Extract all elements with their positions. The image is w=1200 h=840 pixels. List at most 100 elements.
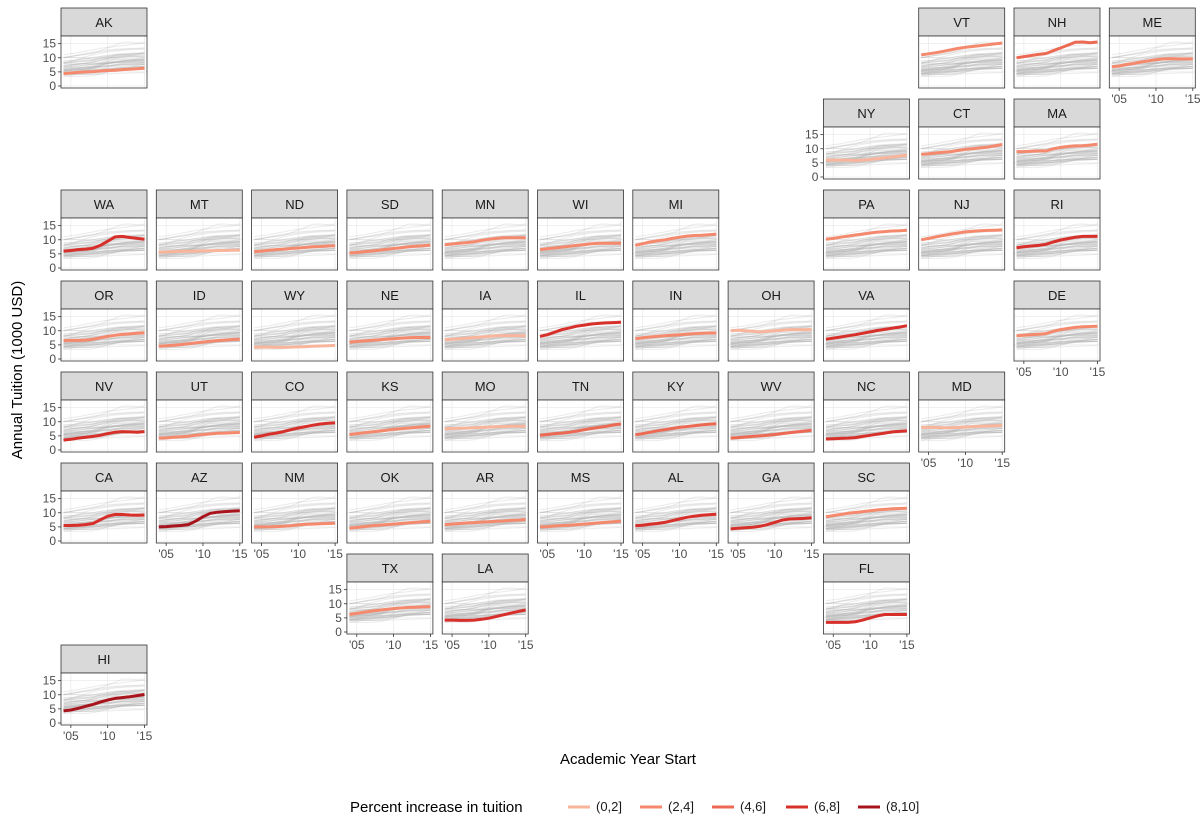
panel-mn: MN [441, 189, 529, 271]
background-line-in [921, 150, 1003, 158]
background-line-vt [635, 315, 717, 329]
background-line-al [921, 422, 1003, 436]
strip-ia [441, 280, 529, 310]
background-line-wy [63, 71, 145, 75]
background-line-wy [635, 435, 717, 439]
background-line-nj [730, 411, 812, 423]
background-line-id [539, 429, 622, 438]
series-line-mt [158, 248, 240, 254]
strip-ct [918, 98, 1006, 128]
panel-de: DE'05'10'15 [1013, 280, 1106, 379]
background-line-sc [444, 325, 526, 336]
background-line-ia [825, 335, 907, 341]
background-line-az [1016, 237, 1098, 255]
background-line-la [1016, 336, 1098, 348]
background-line-fl [349, 432, 431, 441]
strip-label-co: CO [285, 379, 305, 394]
background-line-al [444, 240, 526, 254]
background-line-il [635, 412, 717, 428]
background-line-wi [349, 333, 431, 342]
background-line-sc [921, 143, 1003, 154]
background-line-vt [921, 133, 1003, 147]
strip-wv [727, 371, 815, 401]
x-tick-label: '10 [386, 638, 402, 652]
background-line-mo [1016, 61, 1098, 66]
panel-bg [823, 309, 910, 361]
background-line-nm [63, 249, 145, 255]
strip-ma [1013, 98, 1101, 128]
background-line-ut [825, 159, 907, 166]
background-line-tn [1016, 150, 1098, 163]
background-line-id [825, 247, 907, 256]
background-line-ut [635, 432, 717, 439]
background-line-sd [158, 335, 240, 345]
background-line-sd [730, 426, 812, 436]
background-line-ky [63, 423, 145, 436]
background-line-mt [63, 249, 145, 253]
background-line-ca [921, 150, 1003, 162]
background-line-ar [63, 64, 145, 71]
background-line-in [254, 514, 336, 522]
strip-label-nd: ND [285, 197, 304, 212]
legend-item-1: (2,4] [640, 799, 694, 814]
background-line-il [539, 230, 622, 246]
background-line-ak [1111, 67, 1193, 75]
background-line-nj [254, 502, 336, 514]
background-line-hi [349, 421, 431, 439]
strip-label-pa: PA [858, 197, 875, 212]
panel-bg [1014, 218, 1100, 270]
background-line-co [1016, 58, 1098, 74]
background-line-ia [921, 153, 1003, 159]
background-line-ny [63, 336, 145, 344]
background-line-mo [158, 425, 240, 430]
background-line-ny [921, 427, 1003, 435]
background-line-mt [539, 249, 621, 253]
strip-ok [346, 462, 434, 492]
background-line-or [730, 423, 812, 433]
background-line-nv [635, 431, 717, 441]
background-line-co [63, 240, 145, 256]
background-line-il [349, 412, 431, 428]
background-line-ri [349, 326, 431, 340]
background-line-wi [349, 515, 431, 524]
strip-az [155, 462, 243, 492]
strip-mn [441, 189, 529, 219]
background-line-ri [254, 326, 336, 340]
background-line-az [539, 328, 622, 346]
background-line-az [1016, 55, 1098, 73]
background-line-mn [158, 419, 240, 428]
background-line-mn [635, 419, 717, 428]
background-line-co [921, 149, 1003, 165]
background-line-wy [349, 526, 431, 530]
background-line-la [730, 336, 812, 348]
background-line-or [63, 423, 145, 433]
background-line-de [349, 234, 431, 246]
background-line-ma [254, 325, 336, 335]
background-line-sd [254, 517, 336, 527]
background-line-ks [825, 425, 907, 435]
background-line-ia [349, 244, 431, 250]
background-line-la [444, 336, 526, 348]
x-tick-label: '05 [921, 456, 937, 470]
background-line-il [825, 139, 907, 155]
background-line-ne [1111, 64, 1193, 70]
background-line-al [444, 422, 526, 436]
background-line-me [1016, 58, 1098, 68]
background-line-ok [444, 429, 526, 438]
background-line-ak [63, 522, 145, 530]
background-line-hi [158, 239, 240, 257]
background-line-wi [635, 242, 717, 251]
background-line-nd [921, 154, 1003, 162]
background-line-nc [349, 339, 431, 349]
y-tick-label: 0 [49, 352, 56, 366]
background-line-wy [158, 526, 240, 530]
background-line-md [349, 515, 431, 520]
background-line-tn [254, 332, 336, 345]
background-line-or [1016, 241, 1098, 251]
background-line-sc [539, 416, 622, 427]
background-line-or [1111, 59, 1193, 69]
background-line-nh [444, 223, 526, 241]
legend-title: Percent increase in tuition [350, 799, 523, 816]
